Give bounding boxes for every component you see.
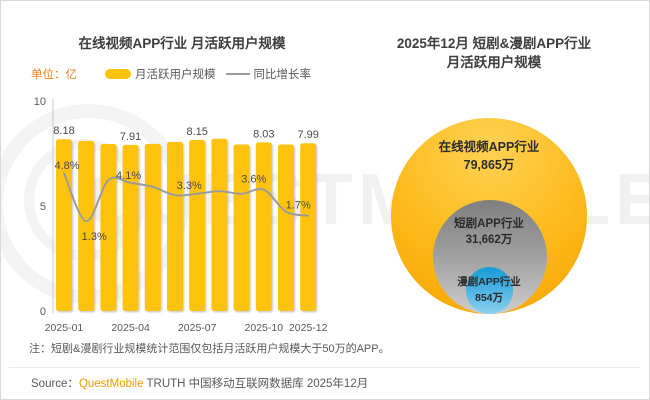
svg-text:8.03: 8.03 [253,128,274,140]
anime-drama-circle [466,267,513,314]
short-drama-circle-label: 短剧APP行业 [454,218,524,230]
anime-drama-circle-value: 854万 [474,292,504,304]
svg-text:2025-10: 2025-10 [245,322,284,334]
svg-text:2025-12: 2025-12 [289,322,328,334]
left-chart-legend: 单位：亿 月活跃用户规模 同比增长率 [31,66,321,82]
legend-item-growth: 同比增长率 [225,66,312,82]
short-drama-circle-value: 31,662万 [465,234,513,246]
bar-line-chart: 0 5 10 2025-01 2025-04 2025-07 2025-10 2025-12 8… [34,96,328,334]
source-prefix: Source： [31,378,79,390]
right-chart-title-line1: 2025年12月 短剧&漫剧APP行业 [396,36,592,51]
left-chart-title: 在线视频APP行业 月活跃用户规模 [78,36,286,51]
anime-drama-circle-label: 漫剧APP行业 [457,276,521,288]
source-suffix: TRUTH 中国移动互联网数据库 2025年12月 [143,378,369,390]
right-chart-title: 2025年12月 短剧&漫剧APP行业 月活跃用户规模 [349,34,639,72]
online-video-circle-label: 在线视频APP行业 [438,140,540,154]
bar-series-swatch-icon [105,69,131,79]
svg-text:2025-07: 2025-07 [178,322,217,334]
svg-text:4.1%: 4.1% [116,170,141,182]
svg-text:7.91: 7.91 [120,131,141,143]
source-line: Source：QuestMobile TRUTH 中国移动互联网数据库 2025… [31,375,368,391]
right-chart-title-line2: 月活跃用户规模 [446,55,542,70]
svg-text:1.3%: 1.3% [82,231,107,243]
bar-series-label: 月活跃用户规模 [135,69,216,81]
footnote: 注：短剧&漫剧行业规模统计范围仅包括月活跃用户规模大于50万的APP。 [29,343,390,355]
svg-text:3.3%: 3.3% [177,180,202,192]
svg-text:5: 5 [40,201,46,213]
svg-text:8.15: 8.15 [186,126,207,138]
unit-label: 单位：亿 [31,69,77,81]
line-series-swatch-icon [225,72,250,76]
svg-text:0: 0 [40,306,46,318]
svg-text:8.18: 8.18 [53,125,74,137]
svg-text:4.8%: 4.8% [54,160,79,172]
svg-text:7.99: 7.99 [297,129,318,141]
svg-text:1.7%: 1.7% [286,200,311,212]
online-video-circle-value: 79,865万 [463,158,515,172]
line-series-label: 同比增长率 [253,69,312,81]
svg-text:3.6%: 3.6% [241,174,266,186]
legend-item-mau: 月活跃用户规模 [105,66,216,82]
source-brand: QuestMobile [78,378,144,390]
svg-text:2025-01: 2025-01 [45,322,84,334]
svg-text:10: 10 [34,96,46,108]
footer-divider [9,367,641,368]
svg-text:2025-04: 2025-04 [111,322,150,334]
